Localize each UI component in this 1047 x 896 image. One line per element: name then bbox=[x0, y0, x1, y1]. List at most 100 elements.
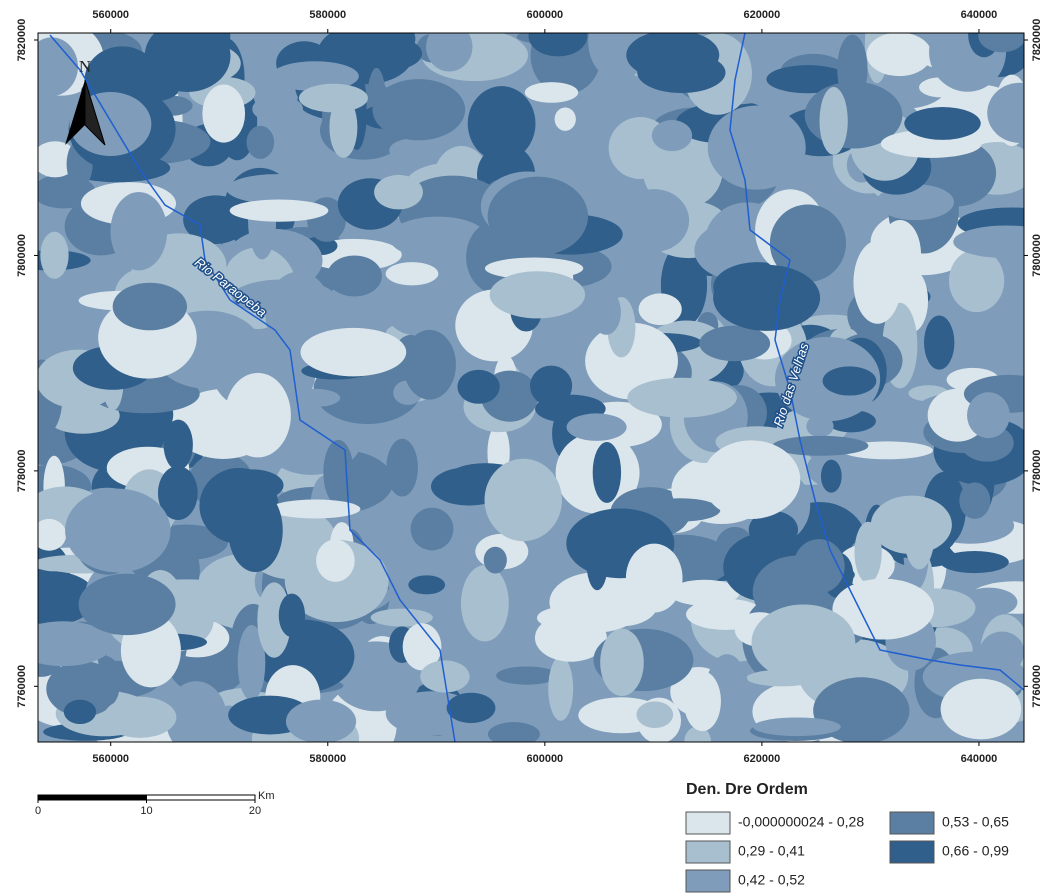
field-patch bbox=[555, 108, 576, 131]
field-patch bbox=[113, 283, 187, 330]
field-patch bbox=[924, 316, 954, 370]
field-patch bbox=[164, 420, 193, 470]
field-patch bbox=[246, 126, 274, 159]
field-patch bbox=[713, 265, 820, 331]
field-patch bbox=[279, 594, 305, 638]
field-patch bbox=[978, 20, 1026, 53]
field-patch bbox=[940, 551, 1009, 573]
field-patch bbox=[386, 439, 418, 497]
field-patch bbox=[626, 544, 683, 613]
y-tick-label: 7820000 bbox=[1031, 19, 1043, 62]
field-patch bbox=[821, 460, 842, 493]
field-patch bbox=[457, 370, 499, 404]
field-patch bbox=[65, 489, 170, 573]
field-patch bbox=[702, 440, 800, 519]
scale-label: 10 bbox=[140, 805, 152, 817]
scale-label: 0 bbox=[35, 805, 41, 817]
y-tick-label: 7760000 bbox=[1031, 665, 1043, 708]
field-patch bbox=[626, 30, 719, 80]
field-patch bbox=[327, 255, 382, 296]
field-patch bbox=[753, 717, 841, 736]
legend-label: 0,42 - 0,52 bbox=[738, 872, 805, 888]
legend: Den. Dre Ordem -0,000000024 - 0,28 0,29 -… bbox=[686, 781, 1009, 892]
legend-swatch bbox=[890, 812, 934, 834]
field-patch bbox=[300, 328, 406, 376]
y-tick-label: 7800000 bbox=[1031, 234, 1043, 277]
field-patch bbox=[949, 249, 1004, 312]
legend-swatch bbox=[686, 812, 730, 834]
scale-unit: Km bbox=[258, 790, 275, 802]
field-patch bbox=[40, 232, 68, 279]
field-patch bbox=[252, 96, 303, 123]
field-patch bbox=[525, 82, 578, 103]
field-patch bbox=[32, 519, 66, 551]
field-patch bbox=[867, 32, 932, 76]
x-tick-label: 560000 bbox=[92, 9, 129, 21]
field-patch bbox=[636, 701, 673, 728]
x-tick-label: 620000 bbox=[744, 9, 781, 21]
field-patch bbox=[426, 22, 472, 71]
x-tick-label: 580000 bbox=[309, 753, 346, 765]
field-patch bbox=[386, 262, 439, 285]
field-patch bbox=[593, 442, 621, 503]
field-patch bbox=[374, 175, 423, 209]
field-patch bbox=[639, 293, 682, 325]
legend-label: -0,000000024 - 0,28 bbox=[738, 814, 864, 830]
field-patch bbox=[959, 482, 990, 518]
scale-segment bbox=[38, 795, 147, 800]
x-tick-label: 600000 bbox=[526, 9, 563, 21]
field-patch bbox=[403, 330, 456, 400]
scale-segment bbox=[147, 795, 256, 800]
y-tick-label: 7760000 bbox=[16, 665, 28, 708]
field-patch bbox=[929, 12, 1006, 92]
field-patch bbox=[793, 539, 844, 593]
field-patch bbox=[270, 499, 360, 518]
y-tick-label: 7800000 bbox=[16, 234, 28, 277]
field-patch bbox=[820, 87, 848, 155]
field-patch bbox=[980, 632, 1025, 673]
density-field bbox=[0, 2, 1047, 778]
legend-swatch bbox=[686, 841, 730, 863]
field-patch bbox=[684, 671, 721, 731]
field-patch bbox=[619, 189, 689, 252]
field-patch bbox=[823, 366, 877, 395]
field-patch bbox=[468, 86, 536, 161]
field-patch bbox=[529, 16, 588, 57]
field-patch bbox=[411, 508, 454, 551]
field-patch bbox=[530, 366, 572, 406]
field-patch bbox=[352, 10, 384, 69]
field-patch bbox=[537, 606, 603, 630]
x-tick-label: 560000 bbox=[92, 753, 129, 765]
field-patch bbox=[286, 700, 356, 744]
field-patch bbox=[225, 373, 291, 457]
field-patch bbox=[488, 722, 540, 746]
map-figure: Rio Paraopeba Rio das Velhas N 560000560… bbox=[0, 0, 1047, 896]
field-patch bbox=[857, 264, 903, 292]
x-tick-label: 640000 bbox=[961, 9, 998, 21]
field-patch bbox=[228, 489, 283, 572]
field-patch bbox=[38, 277, 88, 298]
field-patch bbox=[548, 656, 573, 720]
field-patch bbox=[79, 574, 176, 635]
field-patch bbox=[941, 679, 1022, 740]
field-patch bbox=[202, 84, 245, 142]
legend-label: 0,66 - 0,99 bbox=[942, 843, 1009, 859]
field-patch bbox=[316, 539, 355, 582]
x-tick-label: 580000 bbox=[309, 9, 346, 21]
legend-swatch bbox=[890, 841, 934, 863]
north-label: N bbox=[79, 57, 91, 76]
field-patch bbox=[490, 271, 585, 318]
field-patch bbox=[600, 629, 644, 696]
field-patch bbox=[329, 97, 357, 158]
legend-title: Den. Dre Ordem bbox=[686, 781, 808, 798]
y-tick-label: 7780000 bbox=[16, 449, 28, 492]
x-tick-label: 600000 bbox=[526, 753, 563, 765]
field-patch bbox=[447, 693, 496, 723]
legend-label: 0,29 - 0,41 bbox=[738, 843, 805, 859]
field-patch bbox=[110, 192, 167, 270]
field-patch bbox=[627, 378, 737, 418]
legend-swatch bbox=[686, 870, 730, 892]
field-patch bbox=[904, 107, 980, 140]
x-tick-label: 620000 bbox=[744, 753, 781, 765]
